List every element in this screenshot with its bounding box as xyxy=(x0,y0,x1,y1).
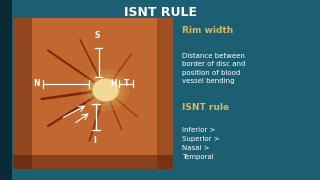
Text: ISNT RULE: ISNT RULE xyxy=(124,6,196,19)
Text: N: N xyxy=(34,79,40,88)
Text: I: I xyxy=(93,136,96,145)
Text: ISNT rule: ISNT rule xyxy=(182,103,229,112)
Bar xyxy=(13,18,173,169)
Text: Inferior >
Superior >
Nasal >
Temporal: Inferior > Superior > Nasal > Temporal xyxy=(182,127,220,161)
Bar xyxy=(13,18,32,169)
Text: S: S xyxy=(95,31,100,40)
Text: Rim width: Rim width xyxy=(182,26,234,35)
Bar xyxy=(0,0,12,180)
Ellipse shape xyxy=(87,74,124,106)
Ellipse shape xyxy=(81,69,130,111)
Ellipse shape xyxy=(91,77,120,103)
Bar xyxy=(13,155,173,169)
Ellipse shape xyxy=(92,78,119,102)
Bar xyxy=(157,18,173,169)
Text: T: T xyxy=(124,79,129,88)
Text: H: H xyxy=(110,79,117,88)
Text: Distance between
border of disc and
position of blood
vessel bending: Distance between border of disc and posi… xyxy=(182,53,246,84)
